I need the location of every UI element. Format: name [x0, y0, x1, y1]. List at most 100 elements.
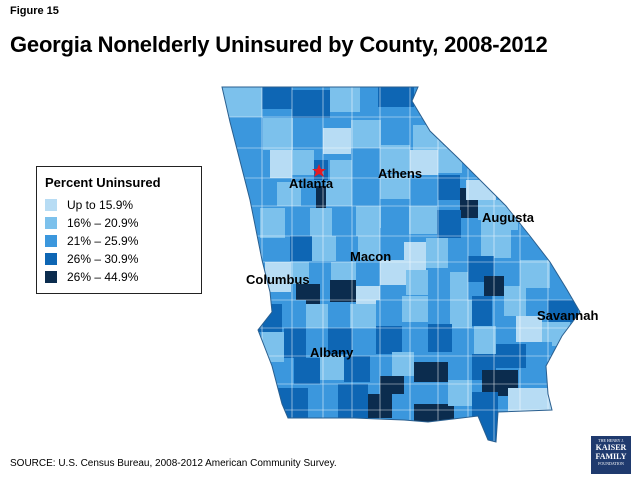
county — [370, 354, 392, 380]
county — [262, 87, 292, 109]
county — [358, 236, 380, 260]
county — [428, 298, 450, 324]
city-label-atlanta: Atlanta — [289, 176, 334, 191]
county — [336, 236, 358, 261]
logo-line4: FOUNDATION — [598, 461, 624, 466]
city-label-augusta: Augusta — [482, 210, 534, 225]
county — [428, 324, 452, 352]
county — [285, 206, 310, 236]
county — [452, 328, 474, 354]
county — [356, 286, 380, 304]
state-outline — [221, 86, 581, 443]
page-title: Georgia Nonelderly Uninsured by County, … — [10, 32, 548, 57]
county — [284, 328, 306, 358]
county — [278, 388, 308, 418]
county — [235, 120, 263, 150]
county — [338, 384, 368, 418]
county — [378, 87, 414, 107]
county — [352, 150, 380, 175]
county — [356, 262, 380, 284]
county — [331, 262, 356, 282]
county — [426, 238, 448, 268]
legend-item: Up to 15.9% — [45, 196, 193, 214]
logo-line1: THE HENRY J. — [598, 438, 624, 443]
county — [548, 300, 578, 322]
city-label-savannah: Savannah — [537, 308, 599, 323]
county — [294, 358, 320, 384]
county — [252, 180, 277, 208]
county — [296, 284, 320, 304]
county — [376, 300, 402, 326]
county — [520, 260, 550, 288]
county — [516, 316, 542, 342]
county — [410, 178, 438, 206]
county — [312, 236, 336, 261]
kff-logo: THE HENRY J. KAISER FAMILY FOUNDATION — [591, 436, 631, 474]
county — [260, 208, 285, 238]
county — [265, 262, 291, 292]
legend-label: 26% – 44.9% — [67, 270, 139, 284]
county — [450, 300, 472, 328]
county — [262, 332, 284, 362]
county — [380, 228, 404, 258]
county — [306, 328, 328, 354]
atlanta-star-icon — [312, 164, 326, 177]
legend: Percent Uninsured Up to 15.9% 16% – 20.9… — [36, 166, 202, 294]
legend-label: Up to 15.9% — [67, 198, 134, 212]
county — [265, 238, 290, 263]
county — [245, 150, 270, 178]
legend-item: 21% – 25.9% — [45, 232, 193, 250]
legend-swatch-21-25-9 — [45, 235, 57, 247]
county — [466, 180, 496, 200]
county — [290, 236, 312, 261]
county — [350, 304, 376, 328]
city-label-albany: Albany — [310, 345, 354, 360]
county — [293, 118, 323, 148]
county — [414, 404, 454, 424]
county — [380, 260, 406, 285]
county — [316, 186, 326, 208]
county — [320, 356, 344, 380]
county — [330, 280, 356, 302]
legend-item: 16% – 20.9% — [45, 214, 193, 232]
logo-line3: FAMILY — [595, 452, 627, 461]
county — [326, 182, 352, 206]
county — [351, 120, 381, 148]
legend-label: 16% – 20.9% — [67, 216, 139, 230]
county — [381, 112, 413, 142]
logo-line2: KAISER — [595, 443, 627, 452]
county — [437, 210, 461, 238]
county — [309, 262, 331, 286]
county-grid — [222, 87, 580, 442]
county — [356, 206, 381, 236]
city-label-athens: Athens — [378, 166, 423, 181]
county — [380, 145, 410, 173]
county — [352, 178, 380, 206]
county — [330, 160, 352, 182]
county — [414, 362, 448, 382]
legend-swatch-26-44-9 — [45, 271, 57, 283]
county — [410, 150, 438, 175]
county — [428, 270, 450, 298]
county — [222, 87, 262, 117]
county — [448, 354, 472, 380]
county — [310, 208, 332, 236]
county — [282, 300, 306, 328]
county — [330, 87, 360, 112]
county — [474, 326, 496, 354]
legend-item: 26% – 44.9% — [45, 268, 193, 286]
county — [270, 150, 292, 178]
county — [402, 322, 428, 350]
county — [306, 304, 328, 328]
city-label-macon: Macon — [350, 249, 392, 264]
county — [448, 245, 468, 270]
county — [481, 230, 511, 258]
county — [344, 356, 370, 382]
legend-item: 26% – 30.9% — [45, 250, 193, 268]
county — [461, 220, 481, 245]
city-label-columbus: Columbus — [246, 272, 310, 287]
county — [328, 328, 352, 354]
county — [438, 175, 460, 200]
county — [472, 296, 492, 326]
